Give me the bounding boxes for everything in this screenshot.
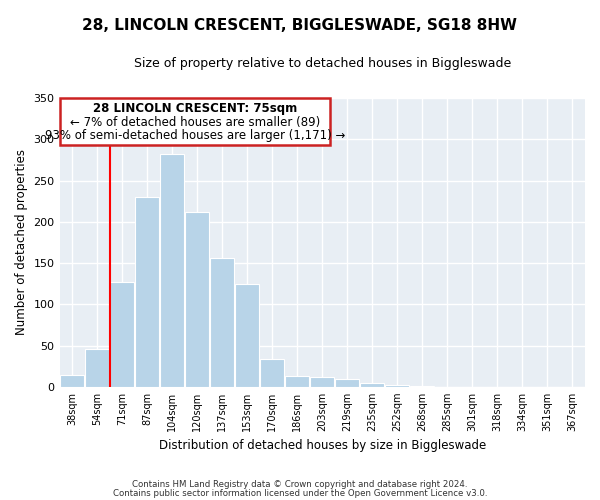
FancyBboxPatch shape [60,98,330,145]
Title: Size of property relative to detached houses in Biggleswade: Size of property relative to detached ho… [134,58,511,70]
X-axis label: Distribution of detached houses by size in Biggleswade: Distribution of detached houses by size … [158,440,486,452]
Bar [210,258,234,387]
Bar [286,376,309,387]
Bar [310,377,334,387]
Bar [335,378,359,387]
Y-axis label: Number of detached properties: Number of detached properties [15,150,28,336]
Text: 93% of semi-detached houses are larger (1,171) →: 93% of semi-detached houses are larger (… [45,129,345,142]
Bar [185,212,209,387]
Bar [385,385,409,387]
Bar [85,349,109,387]
Text: Contains public sector information licensed under the Open Government Licence v3: Contains public sector information licen… [113,490,487,498]
Bar [160,154,184,387]
Text: 28 LINCOLN CRESCENT: 75sqm: 28 LINCOLN CRESCENT: 75sqm [93,102,297,116]
Text: 28, LINCOLN CRESCENT, BIGGLESWADE, SG18 8HW: 28, LINCOLN CRESCENT, BIGGLESWADE, SG18 … [83,18,517,32]
Bar [361,382,384,387]
Bar [410,386,434,387]
Bar [235,284,259,387]
Bar [60,376,84,387]
Bar [260,359,284,387]
Bar [135,197,159,387]
Text: Contains HM Land Registry data © Crown copyright and database right 2024.: Contains HM Land Registry data © Crown c… [132,480,468,489]
Bar [110,282,134,387]
Text: ← 7% of detached houses are smaller (89): ← 7% of detached houses are smaller (89) [70,116,320,129]
